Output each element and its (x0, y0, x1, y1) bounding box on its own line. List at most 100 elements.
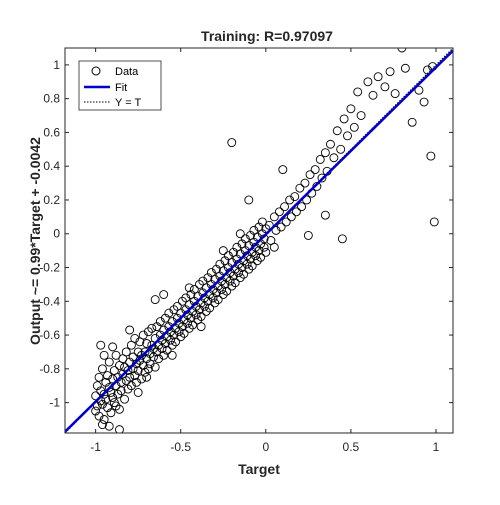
data-point (166, 335, 175, 345)
data-point (140, 347, 150, 357)
y-tick-label: -1 (49, 396, 60, 410)
data-point (150, 362, 160, 372)
data-point (227, 281, 237, 291)
data-point (203, 296, 213, 306)
data-point (213, 295, 223, 305)
data-point (142, 354, 152, 364)
data-point (116, 377, 126, 387)
data-point (225, 276, 235, 286)
data-point (278, 165, 288, 175)
data-point (261, 247, 271, 257)
legend: Data Fit Y = T (78, 60, 162, 111)
data-point (91, 391, 101, 401)
data-point (285, 195, 295, 205)
y-axis-title: Output ~= 0.99*Target + -0.0042 (27, 137, 43, 345)
x-tick-label: 1 (433, 440, 440, 454)
data-point (120, 394, 130, 404)
data-point (256, 252, 266, 262)
data-point (104, 357, 114, 367)
y-tick-label: -0.8 (39, 362, 60, 376)
data-point (116, 386, 126, 396)
data-point (159, 290, 169, 299)
data-point (320, 210, 330, 220)
data-point (167, 340, 177, 350)
data-point (196, 322, 206, 332)
data-point (297, 202, 306, 212)
data-point (218, 290, 228, 299)
data-point (429, 217, 439, 227)
y-tick-label: -0.4 (39, 294, 60, 308)
data-point (349, 122, 359, 132)
fit-line (65, 49, 453, 433)
data-point (155, 317, 165, 326)
data-point (317, 173, 327, 183)
data-point (194, 305, 204, 315)
fit-lines (65, 48, 453, 433)
data-point (212, 288, 221, 298)
data-point (315, 154, 325, 164)
data-point (97, 420, 107, 430)
axes-box (64, 47, 454, 434)
data-point (407, 117, 417, 127)
data-point (121, 347, 131, 357)
data-point (169, 330, 179, 340)
data-point (337, 234, 347, 244)
legend-data-marker (91, 66, 101, 76)
data-point (280, 202, 289, 212)
data-point (222, 286, 232, 296)
data-point (218, 246, 228, 256)
x-tick-label: -1 (90, 440, 101, 454)
data-point (94, 372, 104, 382)
data-point (125, 372, 135, 382)
data-point (115, 425, 124, 433)
data-point (188, 320, 198, 330)
data-point (239, 269, 249, 279)
data-point (346, 104, 356, 114)
data-point (126, 381, 136, 391)
data-point (143, 364, 153, 374)
legend-data-label: Data (115, 66, 139, 78)
data-point (92, 401, 102, 411)
legend-fit-label: Fit (115, 82, 127, 94)
data-point (235, 273, 245, 283)
data-point (171, 337, 181, 347)
data-point (121, 376, 131, 386)
y-tick-label: 0.8 (43, 92, 60, 106)
data-point (103, 371, 112, 381)
data-point (184, 283, 194, 293)
data-point (150, 295, 160, 305)
data-point (133, 347, 143, 357)
data-point (419, 97, 429, 107)
data-point (380, 82, 390, 92)
data-point (329, 153, 339, 163)
data-point (261, 224, 271, 234)
data-point (426, 151, 436, 161)
data-point (104, 421, 114, 431)
data-point (176, 332, 186, 342)
data-point (276, 222, 286, 232)
y-tick-label: 0.6 (43, 125, 60, 139)
data-point (269, 242, 279, 252)
data-point (246, 254, 255, 264)
data-point (137, 350, 147, 360)
data-point (385, 67, 395, 77)
data-point (201, 306, 211, 316)
legend-yt-label: Y = T (115, 97, 141, 109)
data-point (140, 367, 150, 377)
data-point (104, 382, 114, 392)
data-point (390, 89, 400, 99)
data-point (147, 323, 157, 333)
data-point (91, 406, 101, 416)
data-point (92, 381, 102, 391)
data-point (343, 131, 352, 141)
x-axis-title: Target (238, 461, 280, 477)
data-point (154, 354, 164, 364)
data-point (336, 144, 346, 154)
data-point (332, 126, 342, 136)
data-point (96, 386, 106, 396)
data-point (120, 362, 130, 372)
data-point (235, 229, 245, 239)
y-tick-label: -0.6 (39, 328, 60, 342)
data-point (281, 217, 291, 227)
